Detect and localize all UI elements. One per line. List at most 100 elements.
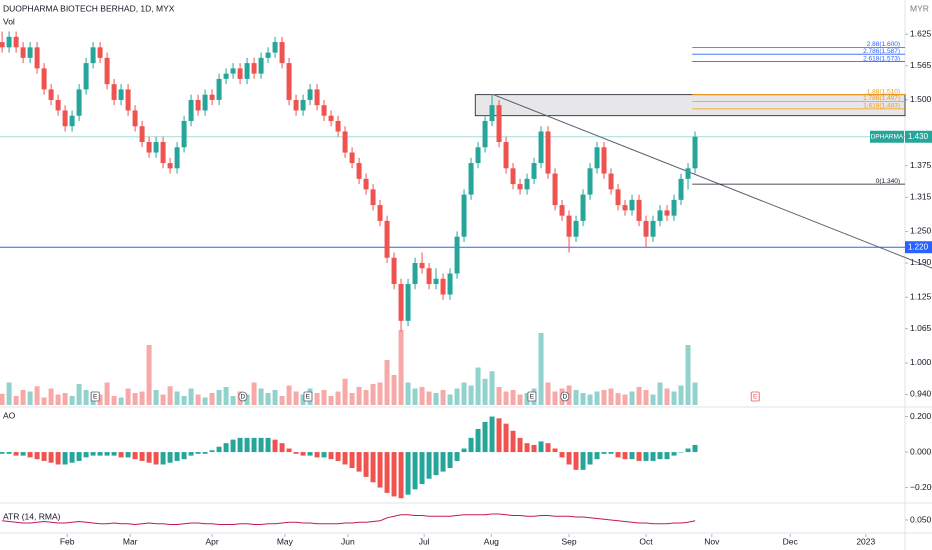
candle-body <box>524 178 530 190</box>
candle-body <box>251 63 257 74</box>
candle-body <box>279 42 285 64</box>
candle-body <box>594 147 600 169</box>
candle-body <box>139 126 145 143</box>
ao-bar <box>622 452 628 460</box>
volume-bar <box>97 394 103 405</box>
ao-bar <box>237 437 243 453</box>
volume-bar <box>363 390 369 405</box>
volume-label: Vol <box>3 16 15 26</box>
candle-body <box>335 120 341 132</box>
event-marker <box>238 391 248 402</box>
ao-bar <box>657 452 663 460</box>
candle-body <box>531 163 537 179</box>
volume-bar <box>167 386 173 405</box>
ao-bar <box>531 444 537 453</box>
candle-body <box>356 163 362 179</box>
ao-bar <box>559 452 565 458</box>
volume-bar <box>685 345 691 405</box>
candle-body <box>384 220 390 258</box>
ao-bar <box>384 452 390 493</box>
volume-bar <box>279 396 285 405</box>
candle-body <box>685 168 691 179</box>
candle-body <box>321 105 327 116</box>
ao-bar <box>454 452 460 461</box>
volume-bar <box>34 386 40 405</box>
volume-bar <box>594 391 600 405</box>
event-marker <box>527 391 537 402</box>
ao-bar <box>6 452 12 454</box>
event-marker <box>560 391 570 402</box>
candle-body <box>447 273 453 295</box>
candle-body <box>636 199 642 221</box>
x-tick-label: Mar <box>123 536 138 546</box>
candle-body <box>664 210 670 216</box>
ao-bar <box>482 421 488 453</box>
volume-bar <box>321 390 327 405</box>
event-label: E <box>306 394 311 401</box>
ao-tick-label: −0.200 <box>910 482 932 492</box>
volume-bar <box>503 391 509 405</box>
volume-bar <box>335 391 341 405</box>
y-tick-label: 1.315 <box>910 191 932 201</box>
volume-bar <box>692 382 698 405</box>
ao-bar <box>587 452 593 465</box>
volume-bar <box>300 394 306 405</box>
volume-bar <box>524 393 530 405</box>
ao-bar <box>489 416 495 453</box>
fib-label: 0(1.340) <box>876 178 900 185</box>
ao-bar <box>685 448 691 453</box>
volume-bar <box>671 391 677 405</box>
volume-bar <box>146 345 152 405</box>
volume-bar <box>587 394 593 405</box>
volume-bar <box>608 388 614 405</box>
x-tick-label: Aug <box>484 536 499 546</box>
volume-bar <box>104 382 110 405</box>
ao-bar <box>202 452 208 454</box>
ao-bar <box>181 452 187 460</box>
ao-bar <box>223 443 229 453</box>
candle-body <box>412 262 418 285</box>
event-label: E <box>530 394 535 401</box>
candle-body <box>272 42 278 53</box>
ao-tick-label: 0.000 <box>910 446 932 456</box>
ao-bar <box>461 448 467 453</box>
ao-bar <box>349 452 355 469</box>
candle-body <box>468 163 474 195</box>
candle-body <box>209 94 215 100</box>
volume-bar <box>342 378 348 405</box>
volume-bar <box>76 384 82 405</box>
y-tick-label: 1.375 <box>910 160 932 170</box>
volume-bar <box>545 382 551 405</box>
x-tick-label: Jun <box>341 536 355 546</box>
ao-bar <box>146 452 152 463</box>
candle-body <box>622 205 628 211</box>
ao-bar <box>153 452 159 465</box>
volume-bar <box>468 385 474 405</box>
volume-bar <box>517 394 523 405</box>
volume-bar <box>426 391 432 405</box>
currency-label: MYR <box>910 3 929 13</box>
volume-bar <box>195 394 201 405</box>
candle-body <box>258 57 264 74</box>
ao-bar <box>83 452 89 458</box>
candle-body <box>517 184 523 190</box>
volume-bar <box>377 382 383 405</box>
ao-bar <box>601 452 607 454</box>
candle-body <box>307 89 313 100</box>
y-tick-label: 0.940 <box>910 389 932 399</box>
ao-bar <box>664 452 670 460</box>
candle-body <box>160 142 166 164</box>
ao-bar <box>433 452 439 476</box>
ao-bar <box>356 452 362 472</box>
candle-body <box>545 131 551 174</box>
volume-bar <box>153 390 159 405</box>
ao-bar <box>538 441 544 453</box>
ao-bar <box>48 452 54 463</box>
ao-bar <box>279 443 285 453</box>
ao-bar <box>643 452 649 461</box>
ao-bar <box>230 439 236 453</box>
volume-bar <box>419 387 425 405</box>
candle-body <box>265 52 271 58</box>
price-tag-bg <box>905 130 932 143</box>
volume-bar <box>601 390 607 405</box>
